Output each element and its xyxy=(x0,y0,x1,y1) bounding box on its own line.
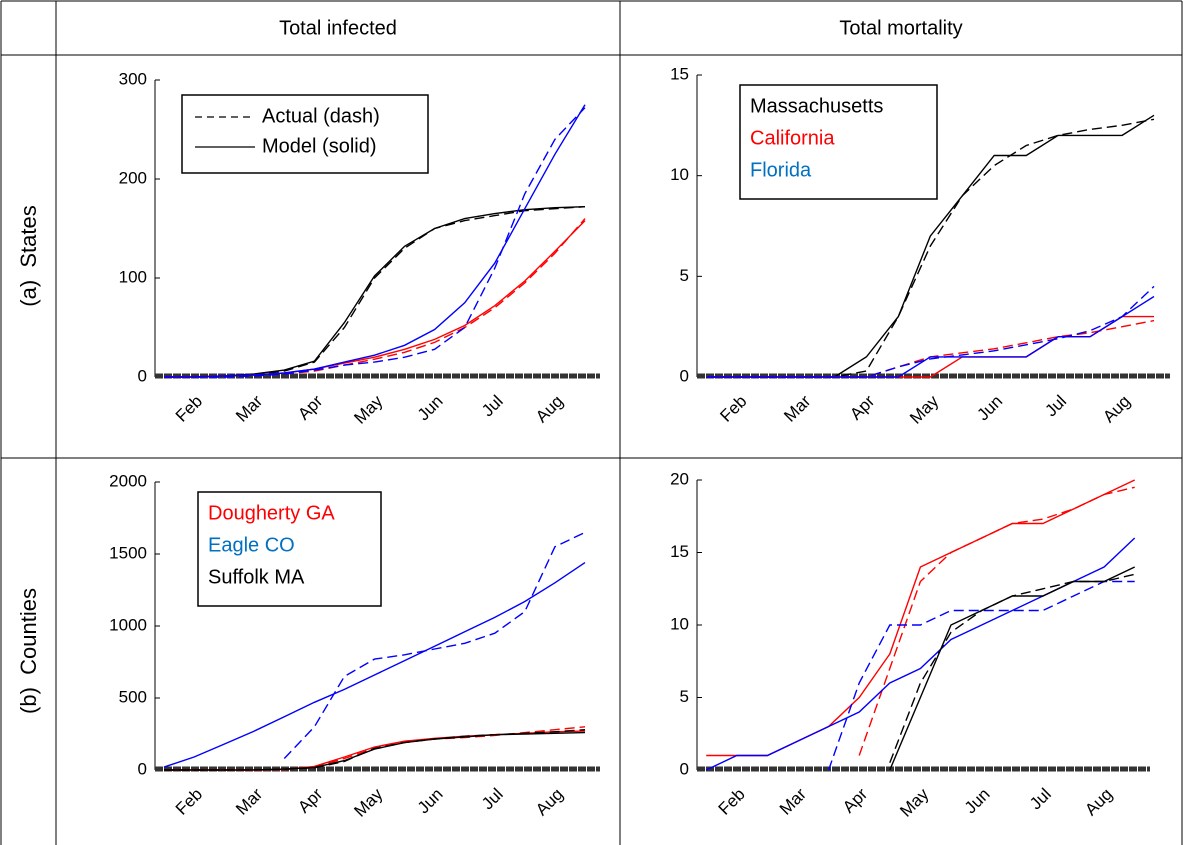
y-tick-label: 500 xyxy=(119,687,147,706)
y-tick-label: 0 xyxy=(138,759,147,778)
y-tick-label: 15 xyxy=(670,542,689,561)
y-tick-label: 0 xyxy=(138,366,147,385)
y-tick-label: 20 xyxy=(670,469,689,488)
legend-label: California xyxy=(750,127,835,149)
legend-label: Model (solid) xyxy=(262,135,376,157)
y-tick-label: 0 xyxy=(680,366,689,385)
y-tick-label: 1000 xyxy=(109,615,147,634)
series-line xyxy=(164,206,586,378)
series-line xyxy=(706,118,1155,378)
series-line xyxy=(889,566,1135,771)
y-tick-label: 15 xyxy=(670,64,689,83)
series-line xyxy=(706,295,1155,378)
legend-label: Suffolk MA xyxy=(208,566,305,588)
legend-label: Florida xyxy=(750,159,812,181)
y-tick-label: 200 xyxy=(119,168,147,187)
y-tick-label: 5 xyxy=(680,687,689,706)
row-label: (a) States xyxy=(16,205,41,306)
series-line xyxy=(164,107,586,378)
legend-box xyxy=(181,94,429,174)
y-tick-label: 5 xyxy=(680,266,689,285)
legend-box xyxy=(739,84,938,200)
series-line xyxy=(163,562,586,768)
y-tick-label: 2000 xyxy=(109,471,147,490)
legend-label: Massachusetts xyxy=(750,95,883,117)
column-header: Total infected xyxy=(279,17,397,39)
row-label: (b) Counties xyxy=(16,588,41,714)
legend-box xyxy=(197,491,382,607)
series-line xyxy=(164,218,586,378)
y-tick-label: 10 xyxy=(670,614,689,633)
y-tick-label: 100 xyxy=(119,267,147,286)
y-tick-label: 10 xyxy=(670,165,689,184)
column-header: Total mortality xyxy=(839,17,962,39)
series-line xyxy=(706,285,1155,378)
legend-label: Eagle CO xyxy=(208,534,295,556)
series-line xyxy=(164,104,586,378)
y-tick-label: 0 xyxy=(680,759,689,778)
series-line xyxy=(164,731,586,771)
y-tick-label: 300 xyxy=(119,69,147,88)
legend-label: Dougherty GA xyxy=(208,502,335,524)
y-tick-label: 1500 xyxy=(109,543,147,562)
legend-label: Actual (dash) xyxy=(262,105,380,127)
series-line xyxy=(827,580,1135,771)
